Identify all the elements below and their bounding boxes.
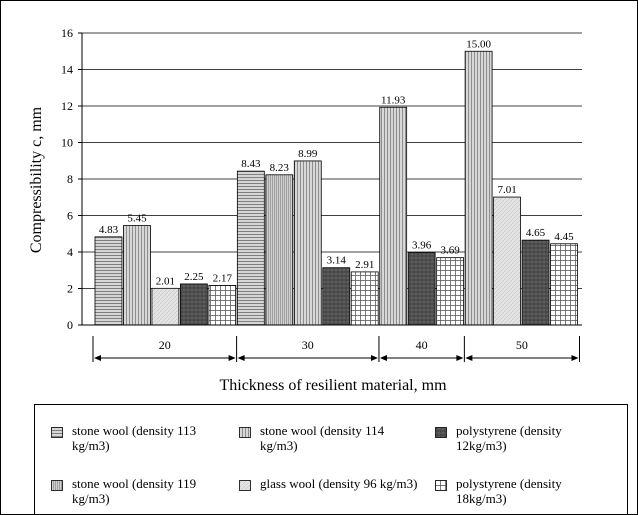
bar-value-label: 4.65 — [526, 227, 546, 239]
y-tick-label: 12 — [61, 99, 73, 113]
y-tick-label: 4 — [67, 245, 73, 259]
bar — [322, 267, 351, 326]
legend-swatch — [51, 427, 63, 438]
x-group-label: 20 — [159, 338, 171, 352]
arrowhead-left — [379, 355, 387, 361]
bar — [180, 283, 208, 326]
bar — [265, 174, 294, 326]
x-group-label: 30 — [302, 338, 314, 352]
bar — [94, 236, 123, 326]
bar-value-label: 15.00 — [466, 38, 491, 50]
legend-label: stone wool (density 114 kg/m3) — [260, 423, 385, 453]
bar-value-label: 2.01 — [156, 275, 175, 287]
bar-value-label: 2.25 — [184, 271, 204, 283]
legend: stone wool (density 113 kg/m3) stone wool… — [34, 404, 628, 515]
y-tick-label: 2 — [67, 282, 73, 296]
legend-item: polystyrene (density 18kg/m3) — [435, 476, 615, 506]
bar — [407, 252, 436, 326]
legend-item: polystyrene (density 12kg/m3) — [435, 423, 615, 453]
arrowhead-right — [370, 355, 378, 361]
bar-value-label: 4.83 — [99, 224, 119, 236]
bar-value-label: 2.91 — [355, 259, 374, 271]
bar-value-label: 11.93 — [381, 94, 406, 106]
bar — [550, 243, 578, 326]
bar — [493, 196, 521, 326]
bar-value-label: 2.17 — [213, 272, 233, 284]
y-tick-label: 10 — [61, 136, 73, 150]
bar-value-label: 3.14 — [327, 255, 347, 267]
legend-label: polystyrene (density 12kg/m3) — [456, 423, 562, 453]
x-axis-group-brackets: 20 30 40 50 — [92, 336, 580, 362]
y-tick-label: 0 — [67, 318, 73, 332]
legend-item: stone wool (density 114 kg/m3) — [239, 423, 419, 453]
x-group-label: 50 — [516, 338, 528, 352]
bar — [379, 106, 408, 326]
legend-swatch — [239, 427, 251, 438]
arrowhead-left — [237, 355, 245, 361]
legend-swatch — [435, 480, 447, 491]
legend-label: stone wool (density 113 kg/m3) — [72, 423, 197, 453]
bar — [293, 160, 322, 326]
bar-value-label: 8.23 — [270, 162, 290, 174]
bars — [94, 50, 578, 326]
y-axis-ticks: 0 2 4 6 8 10 12 14 16 — [61, 26, 82, 332]
y-tick-label: 6 — [67, 209, 73, 223]
legend-label: glass wool (density 96 kg/m3) — [260, 476, 418, 491]
bar — [208, 284, 237, 326]
bar-labels: 4.83 5.45 2.01 2.25 2.17 8.43 8.23 8.99 3.14 2.91… — [99, 38, 574, 287]
y-tick-label: 16 — [61, 26, 73, 40]
legend-item: glass wool (density 96 kg/m3) — [239, 476, 419, 491]
y-tick-label: 14 — [61, 63, 73, 77]
bar-value-label: 3.96 — [412, 240, 432, 252]
legend-swatch — [435, 427, 447, 438]
legend-swatch — [239, 480, 251, 491]
bar-value-label: 8.43 — [241, 158, 261, 170]
bar-value-label: 5.45 — [127, 213, 147, 225]
bar — [464, 50, 493, 326]
bar — [123, 225, 151, 326]
bar — [350, 271, 379, 326]
legend-item: stone wool (density 113 kg/m3) — [51, 423, 231, 453]
y-tick-label: 8 — [67, 172, 73, 186]
bar-value-label: 4.45 — [554, 231, 574, 243]
bar — [436, 257, 465, 326]
legend-swatch — [51, 480, 63, 491]
arrowhead-left — [465, 355, 473, 361]
x-axis-title: Thickness of resilient material, mm — [219, 377, 447, 394]
y-axis-title: Compressibility c, mm — [28, 106, 45, 253]
bar-value-label: 3.69 — [441, 245, 461, 257]
bar-value-label: 8.99 — [298, 148, 318, 160]
x-group-label: 40 — [416, 338, 428, 352]
legend-label: polystyrene (density 18kg/m3) — [456, 476, 562, 506]
bar — [236, 170, 265, 326]
arrowhead-right — [456, 355, 464, 361]
bar — [151, 287, 180, 326]
arrowhead-left — [94, 355, 101, 361]
arrowhead-right — [571, 355, 579, 361]
bar-value-label: 7.01 — [497, 184, 516, 196]
arrowhead-right — [228, 355, 236, 361]
legend-item: stone wool (density 119 kg/m3) — [51, 476, 231, 506]
legend-label: stone wool (density 119 kg/m3) — [72, 476, 197, 506]
bar — [521, 239, 550, 326]
